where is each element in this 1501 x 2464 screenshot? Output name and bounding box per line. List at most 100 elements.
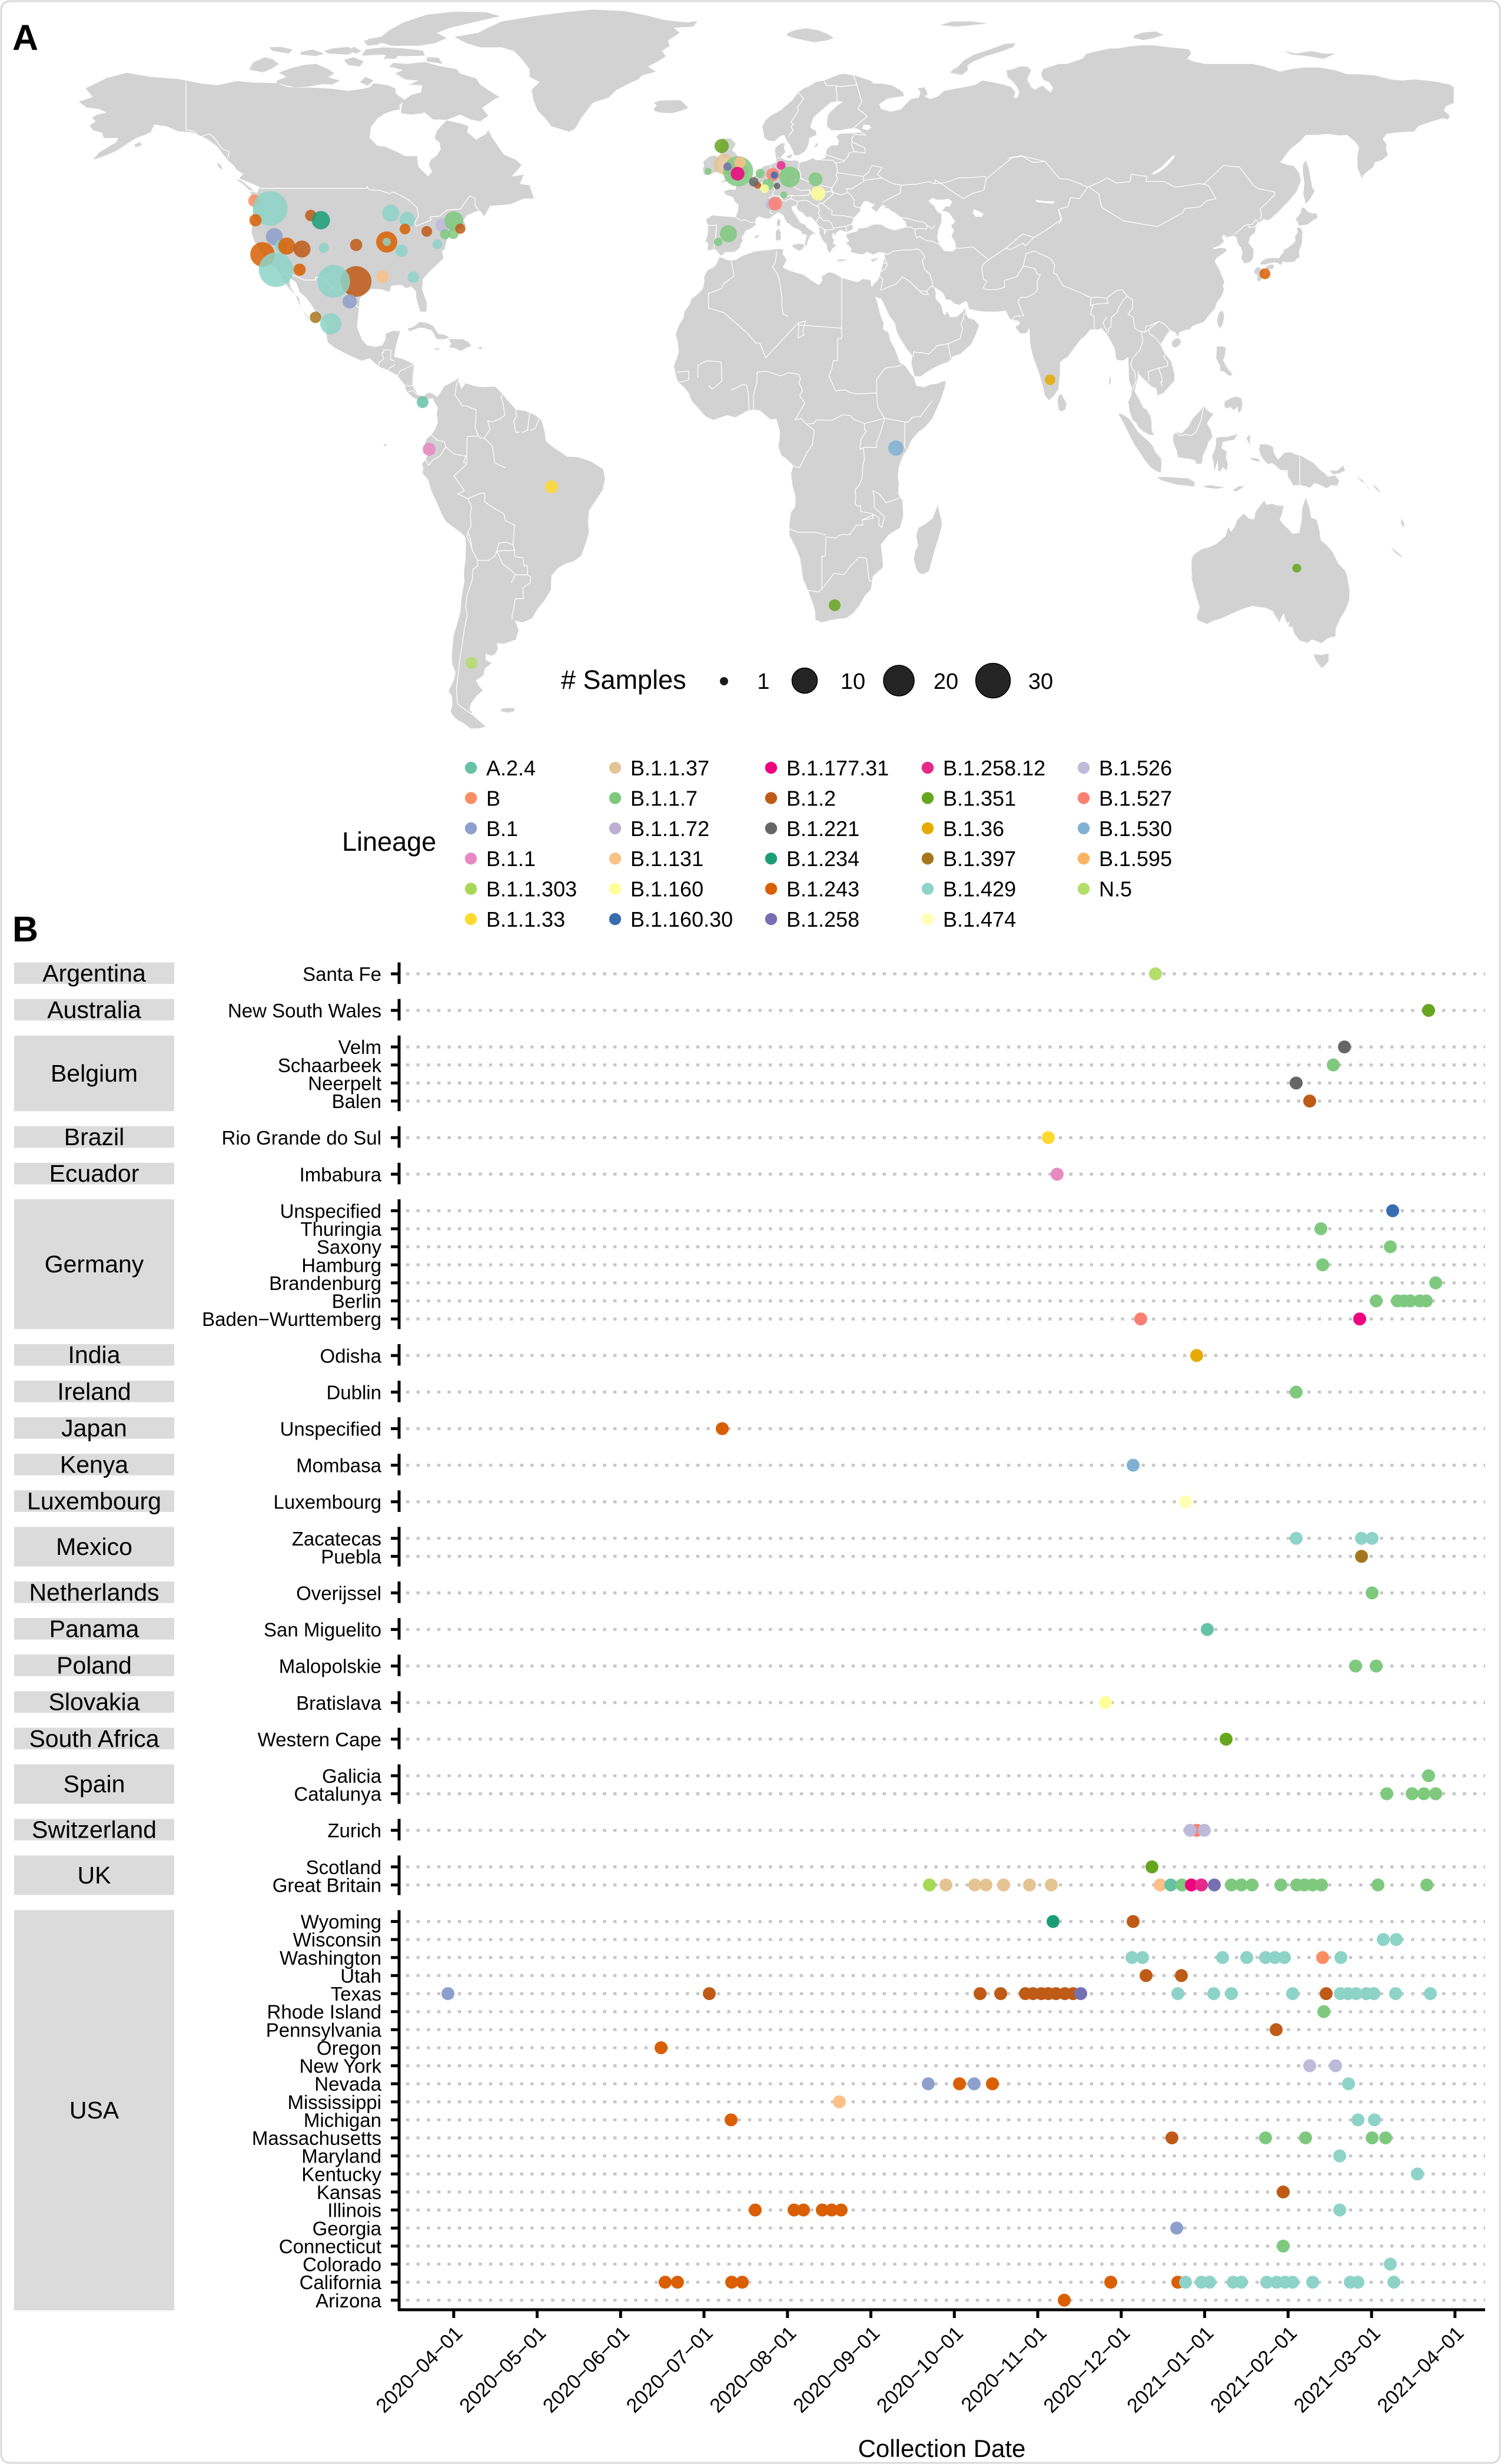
svg-text:Brandenburg: Brandenburg xyxy=(269,1272,381,1294)
svg-text:Georgia: Georgia xyxy=(313,2217,382,2239)
svg-text:B.1.530: B.1.530 xyxy=(1099,817,1172,841)
svg-text:Massachusetts: Massachusetts xyxy=(252,2127,381,2149)
svg-text:Ecuador: Ecuador xyxy=(49,1160,140,1187)
svg-text:Malopolskie: Malopolskie xyxy=(279,1656,381,1677)
svg-text:A.2.4: A.2.4 xyxy=(486,756,536,780)
svg-text:Netherlands: Netherlands xyxy=(29,1578,159,1606)
svg-text:Switzerland: Switzerland xyxy=(32,1816,157,1843)
svg-text:California: California xyxy=(300,2271,382,2293)
svg-text:UK: UK xyxy=(78,1862,111,1889)
svg-text:Kenya: Kenya xyxy=(60,1451,128,1478)
svg-text:Colorado: Colorado xyxy=(303,2254,381,2276)
svg-text:Luxembourg: Luxembourg xyxy=(274,1491,381,1513)
svg-text:N.5: N.5 xyxy=(1099,877,1132,901)
svg-text:Santa Fe: Santa Fe xyxy=(303,963,381,985)
svg-text:Saxony: Saxony xyxy=(317,1236,382,1258)
svg-text:India: India xyxy=(68,1341,121,1368)
svg-text:Puebla: Puebla xyxy=(321,1546,381,1567)
svg-text:Luxembourg: Luxembourg xyxy=(27,1488,161,1515)
svg-text:10: 10 xyxy=(841,669,865,694)
svg-text:Kentucky: Kentucky xyxy=(301,2163,381,2185)
svg-text:20: 20 xyxy=(934,669,958,694)
svg-text:B.1.160: B.1.160 xyxy=(630,877,703,901)
svg-text:Argentina: Argentina xyxy=(42,960,146,987)
svg-text:Galicia: Galicia xyxy=(322,1765,382,1787)
svg-text:Belgium: Belgium xyxy=(51,1060,138,1087)
svg-text:B.1.243: B.1.243 xyxy=(786,877,859,901)
svg-text:Imbabura: Imbabura xyxy=(300,1163,382,1185)
svg-text:1: 1 xyxy=(757,669,769,694)
svg-text:Oregon: Oregon xyxy=(317,2037,381,2059)
svg-text:Schaarbeek: Schaarbeek xyxy=(278,1054,382,1076)
svg-text:Velm: Velm xyxy=(338,1036,381,1058)
svg-text:Dublin: Dublin xyxy=(326,1381,381,1403)
svg-text:Germany: Germany xyxy=(45,1251,144,1278)
svg-text:B: B xyxy=(486,786,500,810)
svg-text:Nevada: Nevada xyxy=(314,2073,381,2095)
svg-text:B: B xyxy=(12,909,38,949)
svg-text:B.1.1: B.1.1 xyxy=(486,847,536,871)
svg-text:Lineage: Lineage xyxy=(342,827,436,857)
svg-text:Pennsylvania: Pennsylvania xyxy=(266,2019,382,2041)
svg-text:B.1.234: B.1.234 xyxy=(786,847,859,871)
svg-text:B.1.474: B.1.474 xyxy=(943,907,1016,931)
svg-text:Wyoming: Wyoming xyxy=(301,1911,381,1933)
svg-text:Overijssel: Overijssel xyxy=(296,1583,381,1604)
svg-text:Poland: Poland xyxy=(57,1652,132,1679)
svg-text:B.1.595: B.1.595 xyxy=(1099,847,1172,871)
svg-text:Kansas: Kansas xyxy=(317,2181,381,2203)
svg-text:Spain: Spain xyxy=(64,1770,125,1798)
svg-text:B.1: B.1 xyxy=(486,817,518,841)
svg-text:USA: USA xyxy=(69,2097,119,2124)
svg-text:B.1.1.72: B.1.1.72 xyxy=(630,817,709,841)
svg-text:Unspecified: Unspecified xyxy=(280,1200,381,1222)
svg-text:Illinois: Illinois xyxy=(327,2200,381,2221)
svg-text:Slovakia: Slovakia xyxy=(49,1689,140,1716)
svg-text:Bratislava: Bratislava xyxy=(296,1692,382,1714)
svg-text:B.1.1.33: B.1.1.33 xyxy=(486,907,565,931)
svg-text:Berlin: Berlin xyxy=(332,1291,381,1312)
svg-text:Odisha: Odisha xyxy=(320,1345,381,1367)
svg-text:B.1.1.37: B.1.1.37 xyxy=(630,756,709,780)
svg-text:Wisconsin: Wisconsin xyxy=(293,1929,381,1951)
svg-text:New York: New York xyxy=(300,2055,382,2077)
svg-text:Great Britain: Great Britain xyxy=(273,1875,381,1896)
svg-text:Utah: Utah xyxy=(340,1965,381,1987)
svg-text:Michigan: Michigan xyxy=(304,2110,381,2131)
svg-text:Zurich: Zurich xyxy=(327,1820,381,1842)
svg-text:Rio Grande do Sul: Rio Grande do Sul xyxy=(222,1127,382,1149)
svg-text:Texas: Texas xyxy=(331,1983,381,2005)
svg-text:San Miguelito: San Miguelito xyxy=(264,1619,381,1641)
svg-text:Collection Date: Collection Date xyxy=(858,2435,1026,2462)
svg-text:Western Cape: Western Cape xyxy=(258,1729,381,1750)
svg-text:B.1.527: B.1.527 xyxy=(1099,786,1172,810)
svg-text:B.1.429: B.1.429 xyxy=(943,877,1016,901)
svg-text:Ireland: Ireland xyxy=(57,1378,131,1405)
svg-text:Connecticut: Connecticut xyxy=(279,2236,381,2257)
svg-text:# Samples: # Samples xyxy=(561,665,686,695)
svg-text:B.1.397: B.1.397 xyxy=(943,847,1016,871)
svg-text:B.1.36: B.1.36 xyxy=(943,817,1004,841)
svg-text:Maryland: Maryland xyxy=(301,2145,381,2167)
svg-text:Balen: Balen xyxy=(332,1090,381,1112)
svg-text:Washington: Washington xyxy=(280,1947,381,1969)
svg-text:Arizona: Arizona xyxy=(316,2290,382,2312)
svg-text:Mombasa: Mombasa xyxy=(296,1455,382,1477)
svg-text:B.1.351: B.1.351 xyxy=(943,786,1016,810)
svg-text:B.1.1.7: B.1.1.7 xyxy=(630,786,698,810)
svg-text:Hamburg: Hamburg xyxy=(301,1254,381,1276)
svg-text:B.1.131: B.1.131 xyxy=(630,847,703,871)
svg-text:Brazil: Brazil xyxy=(64,1123,125,1150)
svg-text:Rhode Island: Rhode Island xyxy=(267,2001,381,2023)
svg-text:Mexico: Mexico xyxy=(56,1533,132,1560)
svg-text:Neerpelt: Neerpelt xyxy=(308,1073,381,1095)
svg-text:Mississippi: Mississippi xyxy=(287,2091,381,2113)
svg-text:B.1.258.12: B.1.258.12 xyxy=(943,756,1045,780)
svg-text:New South Wales: New South Wales xyxy=(228,1000,381,1022)
svg-text:Zacatecas: Zacatecas xyxy=(292,1528,381,1550)
svg-text:Australia: Australia xyxy=(47,996,141,1023)
svg-text:Japan: Japan xyxy=(61,1414,127,1441)
svg-text:Catalunya: Catalunya xyxy=(294,1783,381,1805)
svg-text:B.1.2: B.1.2 xyxy=(786,786,836,810)
svg-text:B.1.160.30: B.1.160.30 xyxy=(630,907,733,931)
